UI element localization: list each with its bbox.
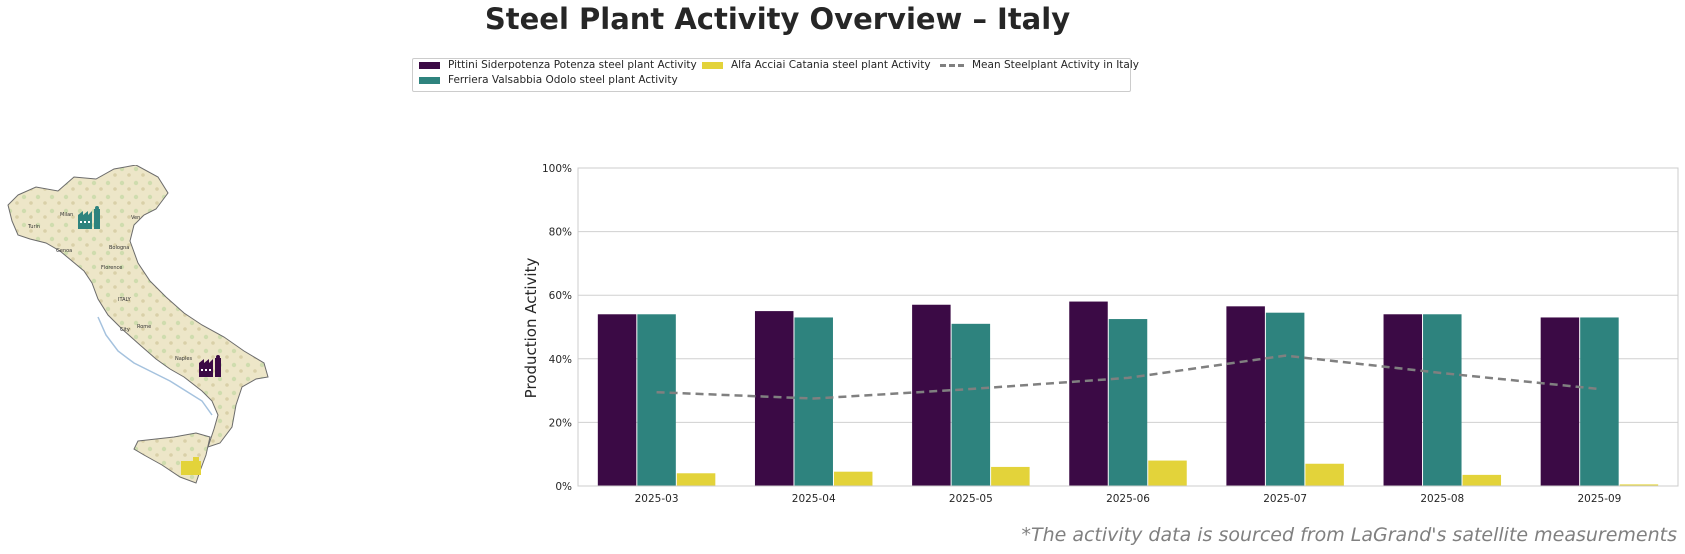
bar [1148,460,1187,486]
bar [1305,463,1344,486]
legend-item-mean: Mean Steelplant Activity in Italy [940,59,1139,71]
plot-frame [577,167,1679,487]
bar [1619,484,1659,486]
map-label-genoa: Genoa [56,248,72,254]
map-label-naples: Naples [175,356,192,362]
legend-label-mean: Mean Steelplant Activity in Italy [972,59,1139,71]
bar [637,314,676,486]
bar [1423,314,1462,486]
x-tick-label: 2025-05 [949,493,993,505]
map-label-ven: Ven [131,215,140,221]
map-labels: Milan Turin Genoa Bologna Florence ITALY… [27,212,192,362]
y-tick-label: 100% [542,163,572,175]
bar [951,323,991,486]
map-label-city: City [120,327,130,333]
bar [991,466,1030,486]
axes: 0% 20% 40% 60% 80% 100% 2025-03 2025-04 2025-05 2… [542,163,1679,505]
bar [1383,314,1423,486]
legend-swatch-alfa [702,61,723,69]
y-tick-label: 80% [549,227,572,239]
x-tick-label: 2025-07 [1263,493,1307,505]
map-label-bologna: Bologna [109,245,129,251]
chart-title: Steel Plant Activity Overview – Italy [484,2,1071,36]
x-tick-label: 2025-04 [792,493,836,505]
x-tick-label: 2025-06 [1106,493,1150,505]
bar [912,304,951,486]
x-tick-label: 2025-03 [635,493,679,505]
map-label-milan: Milan [60,212,73,218]
factory-icon-purple [199,355,221,377]
mean-line [656,354,1600,400]
footnote: *The activity data is sourced from LaGra… [1021,524,1677,546]
legend-swatch-pittini [419,61,440,69]
x-tick-label: 2025-09 [1577,493,1621,505]
legend-item-ferriera: Ferriera Valsabbia Odolo steel plant Act… [419,74,678,86]
bar [833,471,873,486]
map-label-italy: ITALY [118,297,132,303]
bar [1580,317,1619,486]
legend-swatch-ferriera [419,76,440,84]
y-tick-label: 0% [555,481,572,493]
bar [794,317,833,486]
factory-icon-teal [78,206,100,229]
legend-label-pittini: Pittini Siderpotenza Potenza steel plant… [448,59,697,71]
map-label-florence: Florence [101,265,122,271]
bar [1540,317,1580,486]
bars [597,301,1659,486]
y-tick-label: 20% [549,417,572,429]
legend-label-ferriera: Ferriera Valsabbia Odolo steel plant Act… [448,74,678,86]
bar [597,314,637,486]
bar [1069,301,1108,486]
bar [1108,319,1148,486]
bar [1265,312,1305,486]
mean-line-group [656,354,1600,400]
bar [1462,474,1502,486]
x-tick-label: 2025-08 [1420,493,1464,505]
legend: Pittini Siderpotenza Potenza steel plant… [412,58,1139,92]
y-tick-label: 40% [549,354,572,366]
italy-map: Milan Turin Genoa Bologna Florence ITALY… [7,165,269,484]
y-tick-label: 60% [549,290,572,302]
y-axis-label: Production Activity [522,258,540,399]
legend-dash-mean [940,63,964,67]
map-label-rome: Rome [137,324,151,330]
bar [676,473,716,486]
legend-item-pittini: Pittini Siderpotenza Potenza steel plant… [419,59,697,71]
bar [1226,306,1265,486]
legend-item-alfa: Alfa Acciai Catania steel plant Activity [702,59,931,71]
map-label-turin: Turin [27,224,40,230]
factory-icon-yellow [181,457,201,475]
legend-label-alfa: Alfa Acciai Catania steel plant Activity [731,59,931,71]
